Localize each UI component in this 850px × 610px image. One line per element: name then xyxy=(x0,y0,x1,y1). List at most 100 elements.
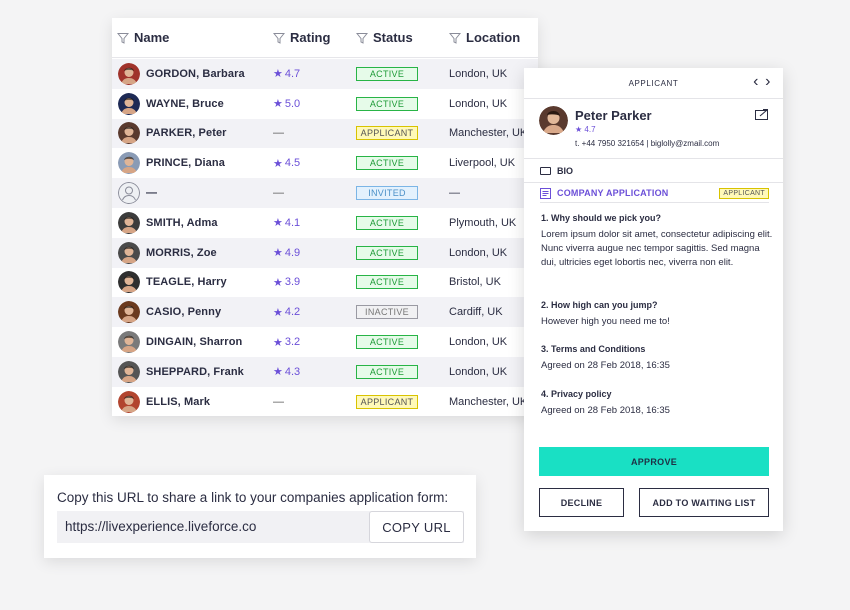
cell-rating: — xyxy=(273,187,284,200)
avatar xyxy=(118,360,140,383)
table-row[interactable]: WAYNE, Bruce ★ 5.0 ACTIVE London, UK xyxy=(112,89,538,119)
status-badge: INACTIVE xyxy=(356,305,418,320)
star-icon: ★ xyxy=(273,68,283,81)
status-badge: ACTIVE xyxy=(356,245,418,260)
rating-value: 4.9 xyxy=(284,246,301,259)
cell-location: London, UK xyxy=(449,67,508,80)
rating-value: 4.7 xyxy=(284,67,301,80)
filter-icon xyxy=(449,32,461,44)
cell-location: Liverpool, UK xyxy=(449,157,516,170)
column-header-status[interactable]: Status xyxy=(356,30,413,45)
rating-value: 4.1 xyxy=(284,216,301,229)
copy-url-button[interactable]: COPY URL xyxy=(369,511,464,543)
table-row[interactable]: — — INVITED — xyxy=(112,178,538,208)
avatar xyxy=(118,301,140,324)
panel-title: APPLICANT xyxy=(628,78,679,88)
header-label-location: Location xyxy=(466,30,521,45)
cell-location: Plymouth, UK xyxy=(449,216,517,229)
table-row[interactable]: MORRIS, Zoe ★ 4.9 ACTIVE London, UK xyxy=(112,237,538,268)
cell-name: DINGAIN, Sharron xyxy=(146,336,243,349)
form-icon xyxy=(540,187,551,199)
cell-location: London, UK xyxy=(449,365,508,378)
cell-rating: — xyxy=(273,127,284,140)
company-application-section[interactable]: COMPANY APPLICATION APPLICANT xyxy=(524,183,783,203)
status-badge: ACTIVE xyxy=(356,156,418,171)
filter-icon xyxy=(117,32,129,44)
cell-name: SMITH, Adma xyxy=(146,216,218,229)
column-header-rating[interactable]: Rating xyxy=(273,30,330,45)
header-label-status: Status xyxy=(373,30,413,45)
question-title: 2. How high can you jump? xyxy=(541,300,658,310)
star-icon: ★ xyxy=(575,125,583,134)
cell-location: London, UK xyxy=(449,336,508,349)
add-to-waiting-list-button[interactable]: ADD TO WAITING LIST xyxy=(639,488,769,517)
table-row[interactable]: SHEPPARD, Frank ★ 4.3 ACTIVE London, UK xyxy=(112,357,538,387)
cell-rating: — xyxy=(273,395,284,408)
applicant-detail-panel: APPLICANT ‹ › Peter Parker ★ 4.7 t. +44 … xyxy=(524,68,783,531)
cell-rating: ★ 4.3 xyxy=(273,365,301,379)
cell-location: Manchester, UK xyxy=(449,395,528,408)
avatar xyxy=(118,390,140,413)
share-url-value[interactable]: https://livexperience.liveforce.co xyxy=(65,519,257,534)
share-url-card: Copy this URL to share a link to your co… xyxy=(44,475,476,558)
header-label-rating: Rating xyxy=(290,30,331,45)
rating-value: 4.5 xyxy=(284,157,301,170)
table-row[interactable]: SMITH, Adma ★ 4.1 ACTIVE Plymouth, UK xyxy=(112,208,538,238)
table-row[interactable]: CASIO, Penny ★ 4.2 INACTIVE Cardiff, UK xyxy=(112,297,538,328)
table-row[interactable]: DINGAIN, Sharron ★ 3.2 ACTIVE London, UK xyxy=(112,327,538,357)
status-badge: ACTIVE xyxy=(356,215,418,230)
star-icon: ★ xyxy=(273,306,283,319)
external-link-icon[interactable] xyxy=(755,108,769,120)
table-row[interactable]: ELLIS, Mark — APPLICANT Manchester, UK xyxy=(112,387,538,416)
cell-name: PRINCE, Diana xyxy=(146,157,225,170)
user-placeholder-icon xyxy=(118,182,140,205)
cell-location: London, UK xyxy=(449,246,508,259)
question-3: 3. Terms and Conditions Agreed on 28 Feb… xyxy=(541,344,773,373)
star-icon: ★ xyxy=(273,366,283,379)
rating-value: 4.2 xyxy=(284,306,301,319)
column-header-location[interactable]: Location xyxy=(449,30,520,45)
share-url-field[interactable]: https://livexperience.liveforce.co COPY … xyxy=(57,511,464,543)
question-title: 4. Privacy policy xyxy=(541,389,612,399)
cell-rating: ★ 3.2 xyxy=(273,336,300,349)
decline-button[interactable]: DECLINE xyxy=(539,488,624,517)
header-label-name: Name xyxy=(134,30,170,45)
cell-name: WAYNE, Bruce xyxy=(146,97,224,110)
rating-value: 4.3 xyxy=(284,365,301,378)
rating-value: 3.9 xyxy=(284,276,301,289)
star-icon: ★ xyxy=(273,98,283,111)
column-header-name[interactable]: Name xyxy=(117,30,169,45)
status-badge: ACTIVE xyxy=(356,66,418,81)
filter-icon xyxy=(273,32,285,44)
panel-header: APPLICANT ‹ › xyxy=(524,68,783,99)
status-badge: INVITED xyxy=(356,186,418,201)
question-title: 1. Why should we pick you? xyxy=(541,213,662,223)
cell-name: MORRIS, Zoe xyxy=(146,246,217,259)
cell-rating: ★ 4.9 xyxy=(273,246,301,260)
approve-button[interactable]: APPROVE xyxy=(539,447,769,476)
question-2: 2. How high can you jump? However high y… xyxy=(541,300,773,329)
bio-section[interactable]: BIO xyxy=(524,159,783,183)
avatar xyxy=(118,211,140,234)
chevron-right-icon[interactable]: › xyxy=(765,73,771,90)
question-answer: Agreed on 28 Feb 2018, 16:35 xyxy=(541,360,670,371)
avatar xyxy=(118,271,140,294)
applicants-table: Name Rating Status Location GORDON, Barb… xyxy=(112,18,538,416)
cell-name: SHEPPARD, Frank xyxy=(146,365,244,378)
avatar xyxy=(539,106,568,135)
table-row[interactable]: GORDON, Barbara ★ 4.7 ACTIVE London, UK xyxy=(112,59,538,89)
question-answer: Lorem ipsum dolor sit amet, consectetur … xyxy=(541,229,773,268)
star-icon: ★ xyxy=(273,247,283,260)
table-row[interactable]: TEAGLE, Harry ★ 3.9 ACTIVE Bristol, UK xyxy=(112,268,538,298)
table-row[interactable]: PARKER, Peter — APPLICANT Manchester, UK xyxy=(112,118,538,149)
status-badge: APPLICANT xyxy=(356,126,418,141)
cell-rating: ★ 5.0 xyxy=(273,97,300,111)
divider xyxy=(540,202,769,203)
chevron-left-icon[interactable]: ‹ xyxy=(753,73,760,90)
avatar xyxy=(118,92,140,115)
cell-name: ELLIS, Mark xyxy=(146,395,211,408)
table-row[interactable]: PRINCE, Diana ★ 4.5 ACTIVE Liverpool, UK xyxy=(112,148,538,178)
company-application-label: COMPANY APPLICATION xyxy=(557,188,669,198)
cell-location: — xyxy=(449,187,460,200)
status-badge: APPLICANT xyxy=(356,394,418,409)
